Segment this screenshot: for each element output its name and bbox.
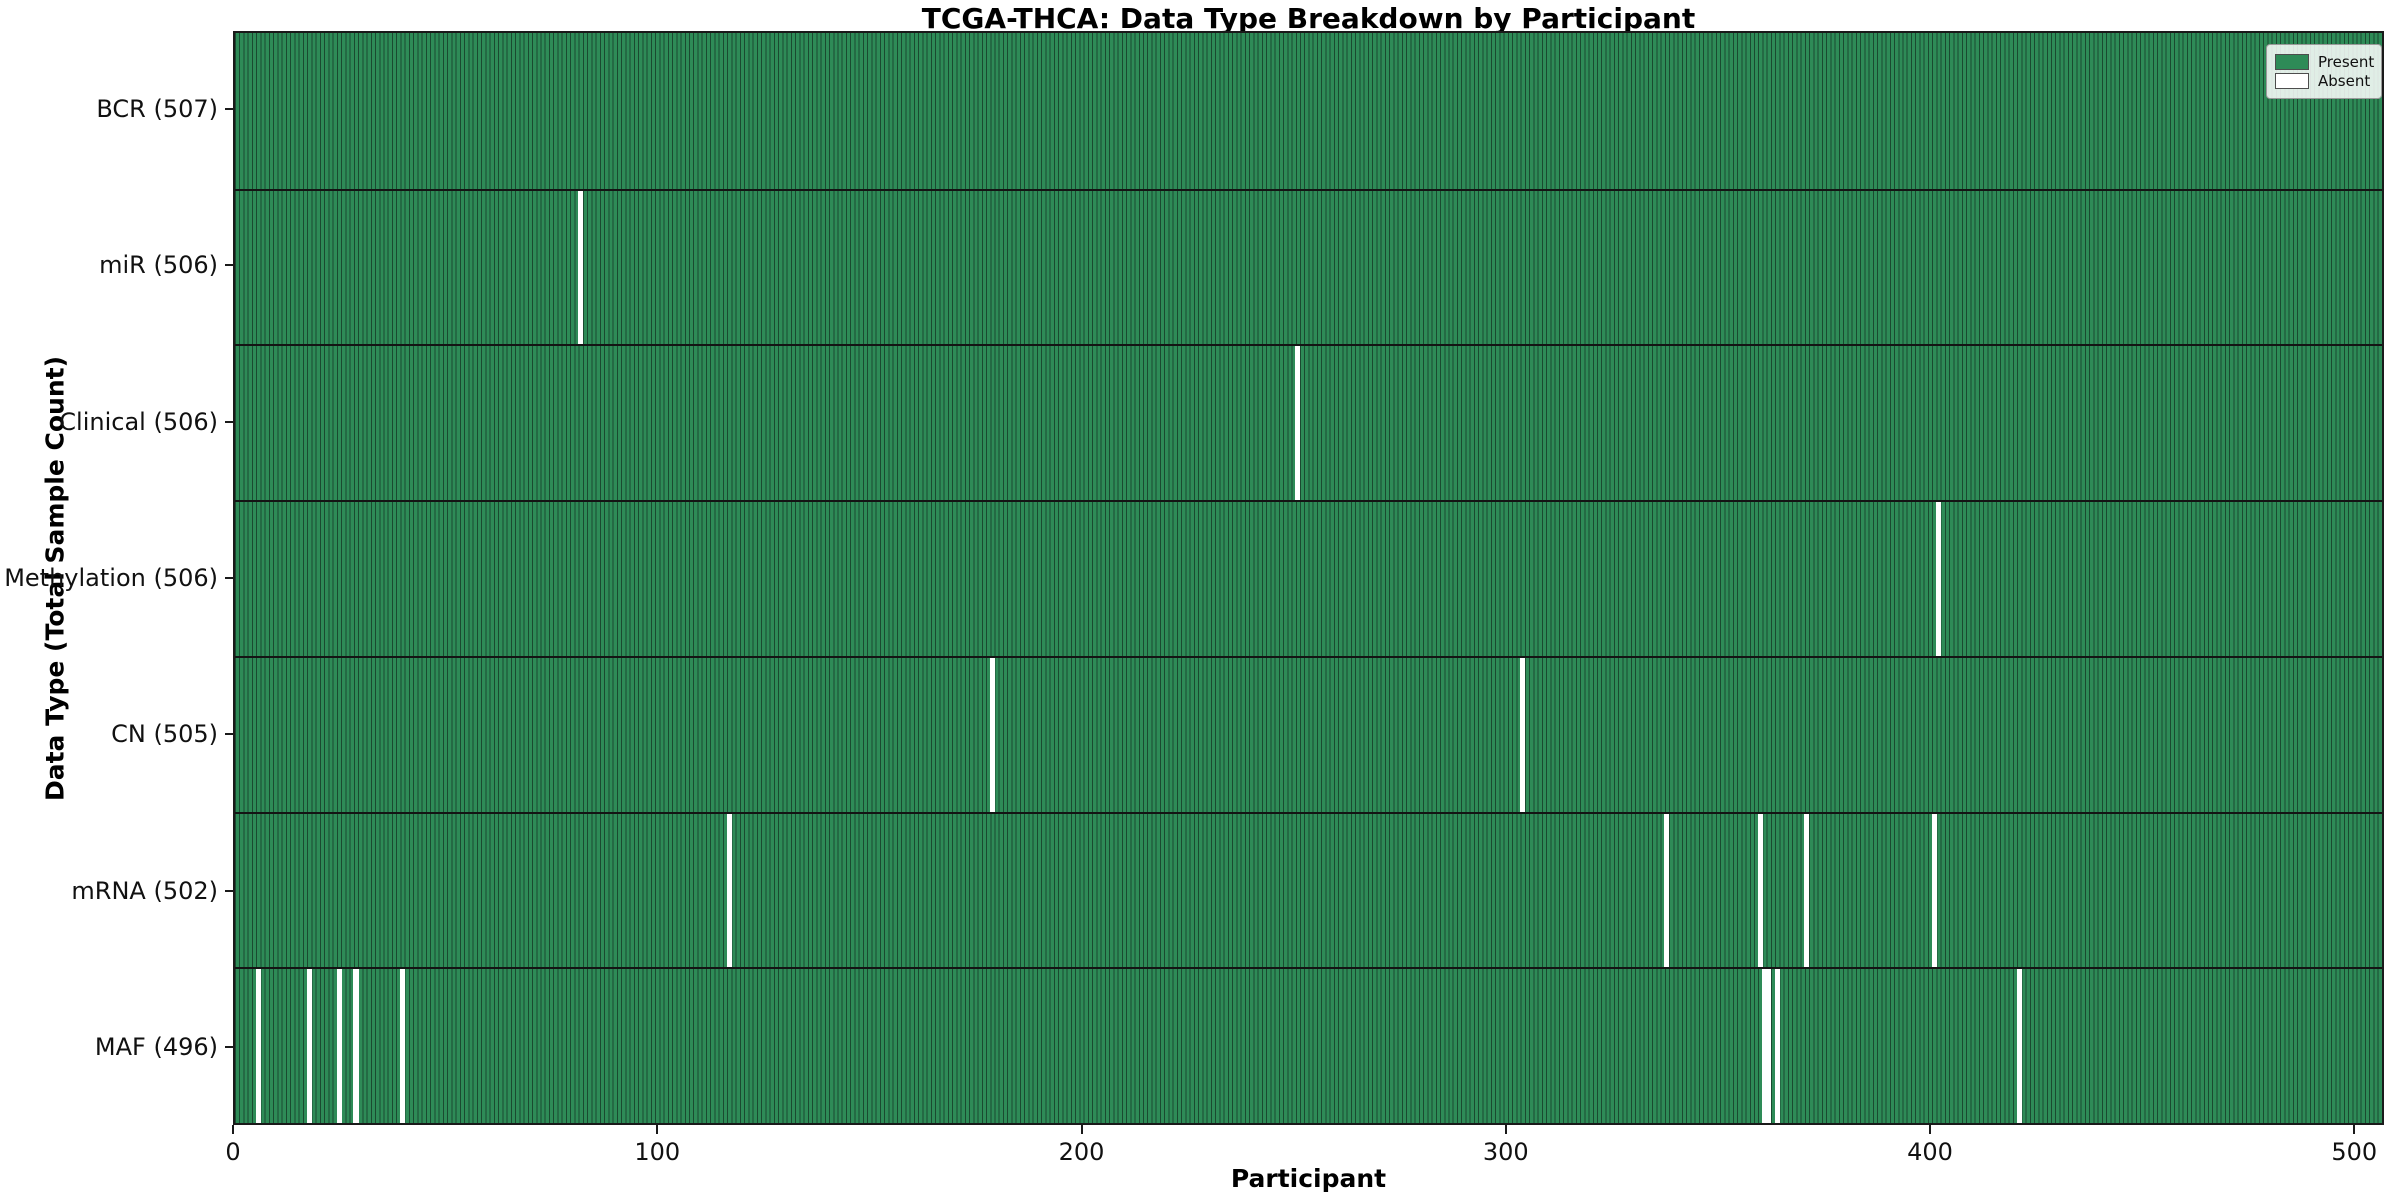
absent-mark xyxy=(255,969,261,1123)
data-type-row-methylation xyxy=(235,500,2382,656)
absent-mark xyxy=(306,969,312,1123)
absent-mark xyxy=(1774,969,1780,1123)
y-tick-label: miR (506) xyxy=(99,251,218,280)
x-tick-mark xyxy=(1080,1125,1083,1134)
data-type-row-clinical xyxy=(235,344,2382,501)
legend-item: Absent xyxy=(2275,73,2373,89)
x-tick-mark xyxy=(656,1125,659,1134)
plot-area xyxy=(233,31,2384,1125)
x-tick-label: 500 xyxy=(2331,1138,2378,1166)
absent-mark xyxy=(353,969,359,1123)
x-tick-mark xyxy=(2353,1125,2356,1134)
absent-mark xyxy=(1804,813,1810,968)
x-tick-label: 100 xyxy=(634,1138,681,1166)
absent-mark xyxy=(1766,969,1772,1123)
absent-mark xyxy=(2016,969,2022,1123)
absent-mark xyxy=(400,969,406,1123)
absent-mark xyxy=(1520,657,1526,812)
data-type-row-mir xyxy=(235,188,2382,345)
absent-mark xyxy=(1295,346,1301,501)
chart-title: TCGA-THCA: Data Type Breakdown by Partic… xyxy=(921,2,1696,35)
absent-mark xyxy=(1931,813,1937,968)
absent-mark xyxy=(336,969,342,1123)
x-tick-label: 300 xyxy=(1482,1138,1529,1166)
absent-mark xyxy=(1935,502,1941,656)
x-tick-mark xyxy=(232,1125,234,1134)
legend: Present Absent xyxy=(2266,44,2382,99)
data-type-row-mrna xyxy=(235,811,2382,968)
y-tick-mark xyxy=(225,733,233,736)
legend-swatch-present xyxy=(2275,54,2309,70)
y-tick-mark xyxy=(225,264,233,267)
x-tick-mark xyxy=(1504,1125,1507,1134)
y-tick-label: MAF (496) xyxy=(94,1032,218,1061)
legend-label: Present xyxy=(2318,53,2375,71)
x-tick-label: 400 xyxy=(1907,1138,1953,1166)
legend-label: Absent xyxy=(2318,72,2371,90)
y-tick-mark xyxy=(225,577,233,579)
data-type-row-bcr xyxy=(235,33,2382,189)
absent-mark xyxy=(1762,969,1768,1123)
y-tick-label: CN (505) xyxy=(111,720,218,749)
y-tick-label: mRNA (502) xyxy=(71,876,218,905)
y-tick-label: Clinical (506) xyxy=(59,407,218,436)
absent-mark xyxy=(1757,813,1763,968)
absent-mark xyxy=(726,813,732,968)
x-tick-label: 0 xyxy=(225,1138,241,1166)
absent-mark xyxy=(989,657,995,812)
x-axis-label: Participant xyxy=(1230,1164,1387,1193)
y-tick-mark xyxy=(225,108,233,111)
legend-item: Present xyxy=(2275,53,2375,71)
x-tick-mark xyxy=(1929,1125,1932,1134)
absent-mark xyxy=(578,190,584,345)
y-tick-label: Methylation (506) xyxy=(4,564,218,592)
data-type-row-maf xyxy=(235,967,2382,1123)
y-tick-mark xyxy=(225,420,233,423)
absent-mark xyxy=(1664,813,1670,968)
data-type-row-cn xyxy=(235,655,2382,812)
legend-swatch-absent xyxy=(2275,73,2309,89)
y-tick-label: BCR (507) xyxy=(96,95,218,124)
y-tick-mark xyxy=(225,889,233,892)
y-tick-mark xyxy=(225,1045,233,1048)
x-tick-label: 200 xyxy=(1058,1138,1105,1166)
